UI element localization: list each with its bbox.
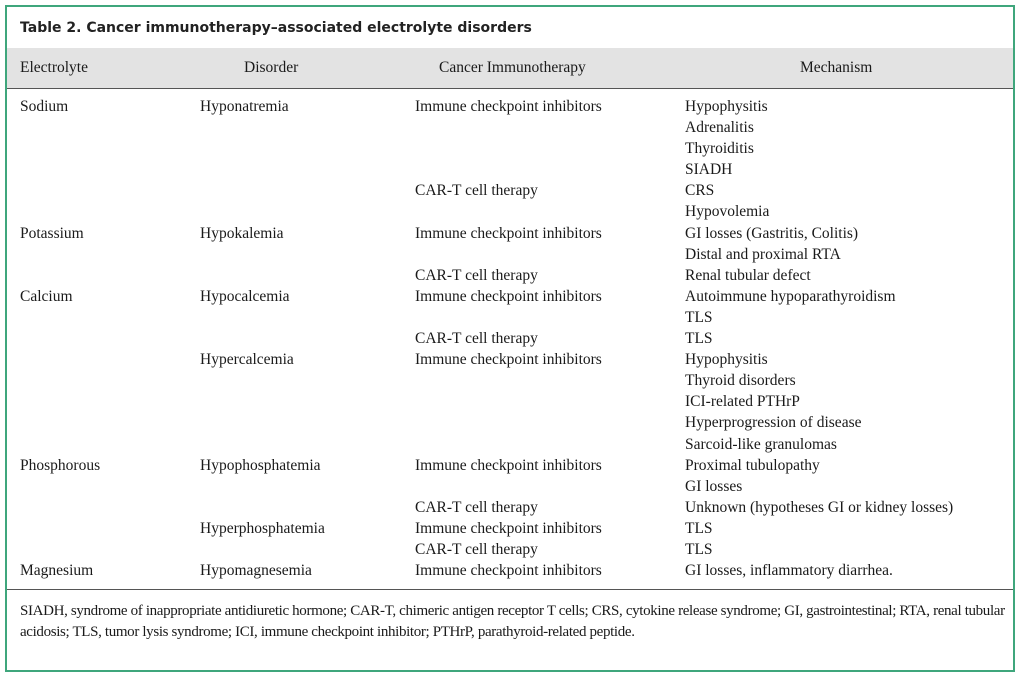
cell-mechanism: Hypophysitis bbox=[685, 351, 768, 369]
cell-disorder: Hypomagnesemia bbox=[200, 562, 312, 580]
cell-mechanism: TLS bbox=[685, 519, 713, 537]
cell-electrolyte: Sodium bbox=[20, 98, 69, 115]
table-row: Sarcoid-like granulomas bbox=[0, 434, 1024, 455]
cell-mechanism: GI losses, inflammatory diarrhea. bbox=[685, 562, 893, 580]
table-row: ICI-related PTHrP bbox=[0, 391, 1024, 412]
table-row: TLS bbox=[0, 307, 1024, 328]
header-cancer-immunotherapy: Cancer Immunotherapy bbox=[439, 59, 586, 76]
cell-immunotherapy: CAR-T cell therapy bbox=[415, 540, 538, 558]
cell-immunotherapy: CAR-T cell therapy bbox=[415, 498, 538, 516]
table-body: Sodium Hyponatremia Immune checkpoint inhi… bbox=[0, 96, 1024, 581]
footnote-divider bbox=[7, 589, 1013, 590]
cell-mechanism: Unknown (hypotheses GI or kidney losses) bbox=[685, 498, 954, 516]
table-row: Hyperphosphatemia Immune checkpoint inhib… bbox=[0, 518, 1024, 539]
cell-immunotherapy: Immune checkpoint inhibitors bbox=[415, 224, 602, 242]
table-row: Hyperprogression of disease bbox=[0, 412, 1024, 433]
table-row: Thyroiditis bbox=[0, 138, 1024, 159]
cell-disorder: Hypophosphatemia bbox=[200, 456, 321, 474]
table-row: Magnesium Hypomagnesemia Immune checkpoint… bbox=[0, 560, 1024, 581]
table-row: CAR-T cell therapy TLS bbox=[0, 539, 1024, 560]
table-row: Hypovolemia bbox=[0, 201, 1024, 222]
table-row: CAR-T cell therapy TLS bbox=[0, 328, 1024, 349]
table-row: Hypercalcemia Immune checkpoint inhibitor… bbox=[0, 349, 1024, 370]
cell-mechanism: SIADH bbox=[685, 161, 733, 179]
footnote: SIADH, syndrome of inappropriate antidiu… bbox=[20, 603, 1005, 640]
table-row: Sodium Hyponatremia Immune checkpoint inhi… bbox=[0, 96, 1024, 117]
table-row: Adrenalitis bbox=[0, 117, 1024, 138]
table-row: CAR-T cell therapy Unknown (hypotheses GI… bbox=[0, 497, 1024, 518]
cell-immunotherapy: Immune checkpoint inhibitors bbox=[415, 98, 602, 115]
table-row: Phosphorous Hypophosphatemia Immune checkp… bbox=[0, 455, 1024, 476]
cell-mechanism: Hypovolemia bbox=[685, 203, 770, 221]
header-electrolyte: Electrolyte bbox=[20, 59, 88, 76]
cell-disorder: Hypercalcemia bbox=[200, 351, 294, 369]
table-header: Electrolyte Disorder Cancer Immunotherap… bbox=[7, 48, 1013, 89]
cell-immunotherapy: Immune checkpoint inhibitors bbox=[415, 519, 602, 537]
cell-mechanism: Proximal tubulopathy bbox=[685, 456, 820, 474]
header-disorder: Disorder bbox=[244, 59, 299, 76]
cell-mechanism: GI losses bbox=[685, 477, 743, 495]
cell-disorder: Hyponatremia bbox=[200, 98, 289, 115]
table-row: Thyroid disorders bbox=[0, 370, 1024, 391]
table-row: SIADH bbox=[0, 159, 1024, 180]
cell-disorder: Hypocalcemia bbox=[200, 287, 290, 305]
table-row: CAR-T cell therapy Renal tubular defect bbox=[0, 265, 1024, 286]
cell-immunotherapy: Immune checkpoint inhibitors bbox=[415, 456, 602, 474]
cell-mechanism: TLS bbox=[685, 540, 713, 558]
cell-mechanism: TLS bbox=[685, 330, 713, 348]
cell-mechanism: Renal tubular defect bbox=[685, 266, 811, 284]
cell-disorder: Hyperphosphatemia bbox=[200, 519, 325, 537]
cell-immunotherapy: CAR-T cell therapy bbox=[415, 182, 538, 200]
cell-mechanism: Distal and proximal RTA bbox=[685, 245, 841, 263]
cell-mechanism: Thyroid disorders bbox=[685, 372, 796, 390]
table-row: Calcium Hypocalcemia Immune checkpoint inh… bbox=[0, 286, 1024, 307]
table-row: GI losses bbox=[0, 476, 1024, 497]
cell-mechanism: Thyroiditis bbox=[685, 140, 754, 158]
cell-mechanism: Sarcoid-like granulomas bbox=[685, 435, 837, 453]
table-frame bbox=[5, 5, 1015, 672]
cell-electrolyte: Potassium bbox=[20, 224, 84, 242]
cell-immunotherapy: Immune checkpoint inhibitors bbox=[415, 562, 602, 580]
cell-mechanism: Hyperprogression of disease bbox=[685, 414, 862, 432]
cell-mechanism: Autoimmune hypoparathyroidism bbox=[685, 287, 896, 305]
cell-immunotherapy: Immune checkpoint inhibitors bbox=[415, 351, 602, 369]
cell-immunotherapy: CAR-T cell therapy bbox=[415, 266, 538, 284]
table-title: Table 2. Cancer immunotherapy–associated… bbox=[20, 20, 532, 36]
cell-mechanism: Adrenalitis bbox=[685, 119, 754, 137]
cell-mechanism: ICI-related PTHrP bbox=[685, 393, 800, 411]
cell-disorder: Hypokalemia bbox=[200, 224, 284, 242]
table-row: CAR-T cell therapy CRS bbox=[0, 180, 1024, 201]
cell-mechanism: Hypophysitis bbox=[685, 98, 768, 115]
cell-mechanism: TLS bbox=[685, 308, 713, 326]
table-row: Potassium Hypokalemia Immune checkpoint in… bbox=[0, 223, 1024, 244]
cell-immunotherapy: Immune checkpoint inhibitors bbox=[415, 287, 602, 305]
cell-mechanism: CRS bbox=[685, 182, 715, 200]
cell-electrolyte: Calcium bbox=[20, 287, 73, 305]
cell-electrolyte: Magnesium bbox=[20, 562, 94, 580]
cell-electrolyte: Phosphorous bbox=[20, 456, 101, 474]
cell-immunotherapy: CAR-T cell therapy bbox=[415, 330, 538, 348]
header-mechanism: Mechanism bbox=[800, 59, 873, 76]
cell-mechanism: GI losses (Gastritis, Colitis) bbox=[685, 224, 859, 242]
table-row: Distal and proximal RTA bbox=[0, 244, 1024, 265]
